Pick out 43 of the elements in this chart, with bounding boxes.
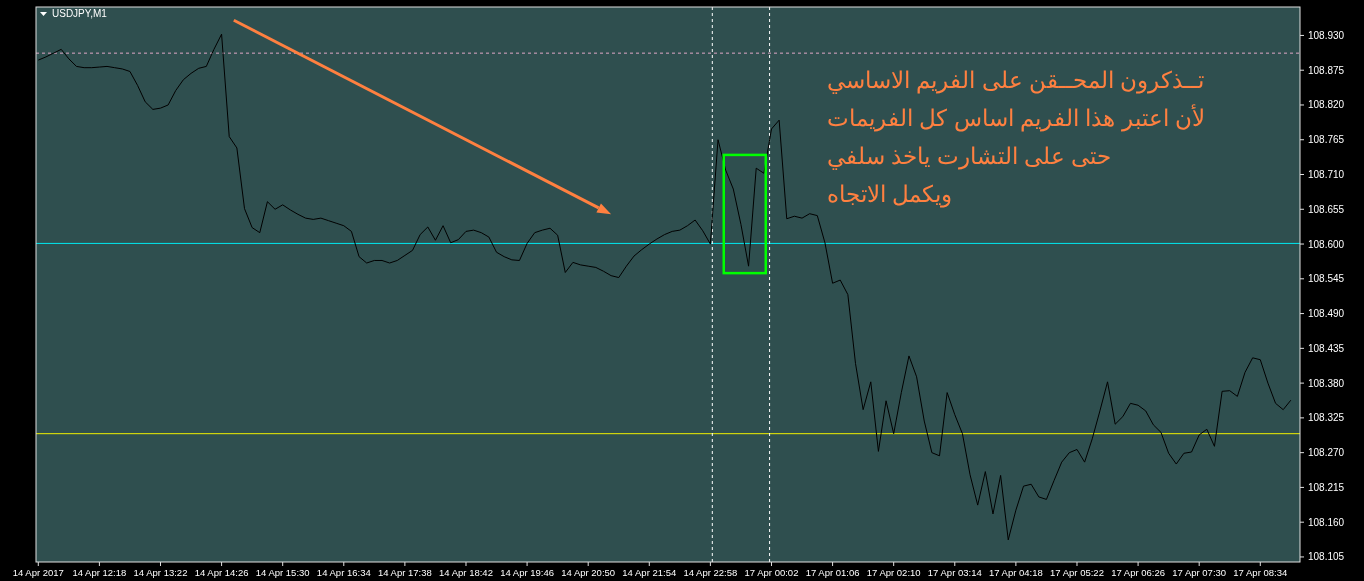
x-tick-label: 17 Apr 07:30	[1172, 567, 1227, 578]
y-tick-label: 108.820	[1308, 99, 1345, 111]
y-tick-label: 108.710	[1308, 169, 1345, 181]
x-tick-label: 17 Apr 04:18	[988, 567, 1043, 578]
x-tick-label: 14 Apr 18:42	[439, 567, 493, 578]
y-tick-label: 108.490	[1308, 308, 1345, 320]
x-tick-label: 14 Apr 2017	[12, 567, 64, 578]
x-tick-label: 17 Apr 06:26	[1111, 567, 1166, 578]
annotation: تــذكرون المحــقن على الفريم الاساسي	[826, 67, 1205, 94]
x-tick-label: 14 Apr 12:18	[72, 567, 127, 578]
y-tick-label: 108.875	[1308, 64, 1345, 76]
x-tick-label: 14 Apr 15:30	[255, 567, 310, 578]
y-tick-label: 108.105	[1308, 551, 1345, 563]
line-series	[37, 33, 1292, 541]
y-tick-label: 108.600	[1308, 238, 1345, 250]
x-tick-label: 14 Apr 17:38	[377, 567, 432, 578]
x-tick-label: 14 Apr 22:58	[683, 567, 738, 578]
y-tick-label: 108.160	[1308, 516, 1345, 528]
annotation: حتى على التشارت ياخذ سلفي	[826, 143, 1112, 170]
x-tick-label: 14 Apr 20:50	[561, 567, 616, 578]
x-tick-label: 17 Apr 00:02	[744, 567, 799, 578]
x-tick-label: 17 Apr 08:34	[1233, 567, 1288, 578]
y-tick-label: 108.930	[1308, 29, 1345, 41]
x-tick-label: 14 Apr 16:34	[316, 567, 371, 578]
x-tick-label: 17 Apr 05:22	[1050, 567, 1104, 578]
x-tick-label: 14 Apr 14:26	[194, 567, 249, 578]
y-tick-label: 108.270	[1308, 447, 1345, 459]
x-tick-label: 17 Apr 02:10	[866, 567, 921, 578]
x-tick-label: 17 Apr 01:06	[805, 567, 860, 578]
x-tick-label: 17 Apr 03:14	[927, 567, 982, 578]
x-tick-label: 14 Apr 19:46	[500, 567, 555, 578]
y-tick-label: 108.380	[1308, 377, 1345, 389]
x-tick-label: 14 Apr 13:22	[133, 567, 188, 578]
chart-title: USDJPY,M1	[52, 8, 108, 19]
y-tick-label: 108.765	[1308, 134, 1345, 146]
y-tick-label: 108.545	[1308, 273, 1345, 285]
annotation: ويكمل الاتجاه	[826, 181, 953, 208]
y-tick-label: 108.655	[1308, 203, 1345, 215]
y-tick-label: 108.325	[1308, 412, 1345, 424]
y-tick-label: 108.215	[1308, 481, 1345, 493]
annotation: لأن اعتبر هذا الفريم اساس كل الفريمات	[826, 104, 1206, 132]
y-tick-label: 108.435	[1308, 342, 1345, 354]
x-tick-label: 14 Apr 21:54	[622, 567, 677, 578]
